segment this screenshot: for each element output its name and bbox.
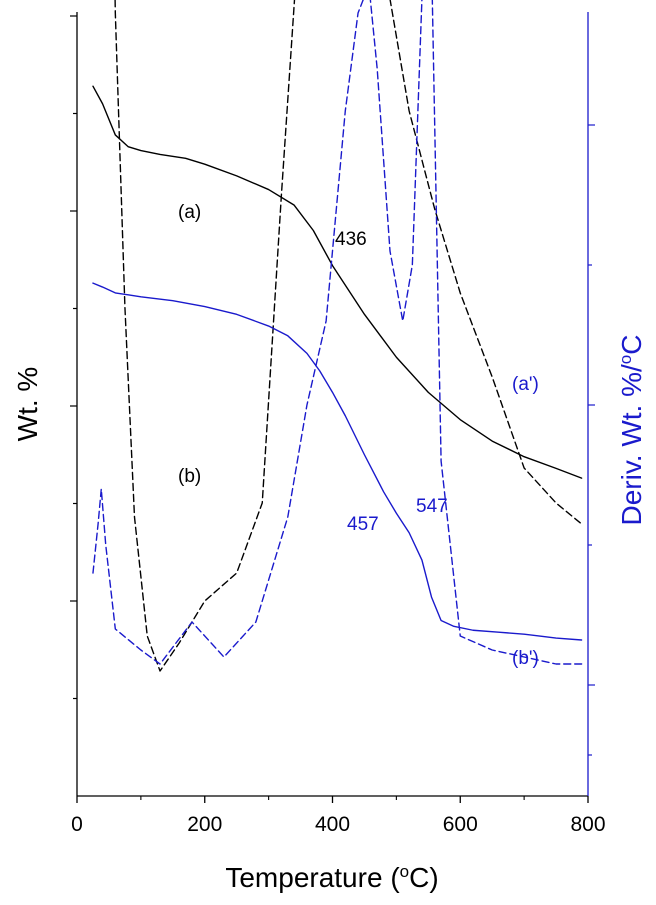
- peak-label-457: 457: [347, 514, 379, 535]
- series-line-b: [92, 282, 583, 641]
- x-tick-label: 200: [187, 813, 222, 836]
- series-line-a-prime: [114, 0, 583, 672]
- peak-label-547: 547: [416, 496, 448, 517]
- label-a: (a): [178, 202, 201, 223]
- x-tick-label: 600: [443, 813, 478, 836]
- x-tick-label: 0: [71, 813, 83, 836]
- label-a-prime: (a'): [512, 374, 539, 395]
- left-y-ticks: [70, 15, 77, 700]
- series-line-b-prime: [92, 0, 583, 665]
- x-tick-label: 400: [315, 813, 350, 836]
- series-line-a: [92, 85, 583, 479]
- label-b-prime: (b'): [512, 648, 539, 669]
- x-axis-title: Temperature (oC): [225, 862, 438, 893]
- right-y-axis-title: Deriv. Wt. %/oC: [616, 335, 647, 526]
- left-y-axis-title: Wt. %: [12, 367, 43, 442]
- right-y-ticks: [588, 124, 595, 756]
- peak-label-436: 436: [335, 229, 367, 250]
- x-ticks: 0 200 400 600 800: [71, 796, 606, 836]
- series-layer: [92, 0, 583, 672]
- label-b: (b): [178, 466, 201, 487]
- x-tick-label: 800: [570, 813, 605, 836]
